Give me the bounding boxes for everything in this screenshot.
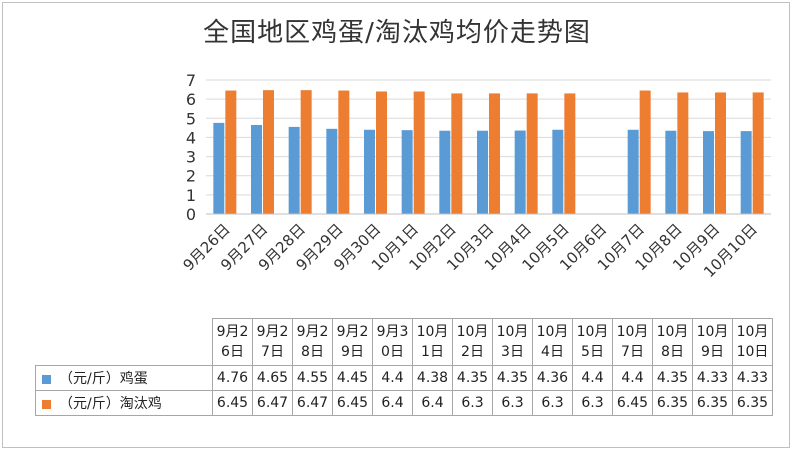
bar-egg bbox=[251, 124, 262, 214]
bar-hen bbox=[564, 93, 576, 214]
table-cell: 6.45 bbox=[212, 390, 253, 416]
table-cell: 4.33 bbox=[692, 365, 733, 391]
bar-hen bbox=[263, 90, 274, 214]
legend-entry-egg: （元/斤）鸡蛋 bbox=[35, 365, 213, 391]
bar-hen bbox=[715, 92, 726, 214]
bar-egg bbox=[703, 131, 714, 214]
bar-egg bbox=[514, 130, 526, 214]
table-header-row: 9月26日 9月27日 9月28日 9月29日 9月30日 10月1日 10月2日 10月3日… bbox=[35, 318, 773, 366]
table-cell: 6.4 bbox=[412, 390, 453, 416]
bar-egg bbox=[401, 130, 413, 214]
bar-hen bbox=[300, 90, 312, 214]
data-table: 9月26日 9月27日 9月28日 9月29日 9月30日 10月1日 10月2日 10月3日… bbox=[35, 318, 773, 416]
table-cell: 6.45 bbox=[612, 390, 653, 416]
table-header-cell: 9月27日 bbox=[252, 318, 293, 366]
bar-egg bbox=[552, 129, 564, 214]
y-tick-label: 6 bbox=[186, 90, 196, 109]
table-cell: 4.35 bbox=[652, 365, 693, 391]
table-header-cell: 10月9日 bbox=[692, 318, 733, 366]
table-header-cell: 9月28日 bbox=[292, 318, 333, 366]
y-tick-label: 1 bbox=[186, 186, 196, 205]
table-cell: 4.65 bbox=[252, 365, 293, 391]
table-cell: 4.33 bbox=[732, 365, 773, 391]
legend-entry-hen: （元/斤）淘汰鸡 bbox=[35, 390, 213, 416]
bar-egg bbox=[439, 130, 451, 214]
y-tick-label: 7 bbox=[186, 71, 196, 90]
table-row-egg: （元/斤）鸡蛋 4.76 4.65 4.55 4.45 4.4 4.38 4.35 4.35 4… bbox=[35, 365, 773, 391]
table-cell: 4.4 bbox=[612, 365, 653, 391]
bar-hen bbox=[451, 93, 463, 214]
y-tick-label: 4 bbox=[186, 128, 196, 147]
bar-hen bbox=[526, 93, 538, 214]
table-cell: 4.36 bbox=[532, 365, 573, 391]
table-corner-cell bbox=[35, 318, 213, 366]
table-cell: 6.47 bbox=[292, 390, 333, 416]
table-header-cell: 10月10日 bbox=[732, 318, 773, 366]
bar-egg bbox=[213, 122, 225, 214]
y-tick-label: 5 bbox=[186, 109, 196, 128]
chart-title: 全国地区鸡蛋/淘汰鸡均价走势图 bbox=[203, 18, 591, 48]
bar-hen bbox=[752, 92, 764, 214]
legend-swatch-hen bbox=[42, 399, 51, 409]
table-cell: 6.35 bbox=[652, 390, 693, 416]
bar-hen bbox=[413, 91, 425, 214]
table-cell: 4.76 bbox=[212, 365, 253, 391]
table-cell: 6.3 bbox=[452, 390, 493, 416]
bar-egg bbox=[288, 126, 300, 214]
table-cell: 6.45 bbox=[332, 390, 373, 416]
table-cell: 6.35 bbox=[732, 390, 773, 416]
bar-egg bbox=[740, 131, 752, 214]
table-cell: 6.35 bbox=[692, 390, 733, 416]
table-cell: 4.35 bbox=[452, 365, 493, 391]
table-cell: 4.4 bbox=[572, 365, 613, 391]
table-header-cell: 9月26日 bbox=[212, 318, 253, 366]
table-cell: 6.47 bbox=[252, 390, 293, 416]
bar-egg bbox=[364, 129, 375, 214]
bar-hen bbox=[639, 90, 651, 214]
table-row-hen: （元/斤）淘汰鸡 6.45 6.47 6.47 6.45 6.4 6.4 6.3 6.3 6.3… bbox=[35, 390, 773, 416]
table-cell: 4.55 bbox=[292, 365, 333, 391]
table-header-cell: 10月3日 bbox=[492, 318, 533, 366]
legend-label-egg: （元/斤）鸡蛋 bbox=[59, 371, 148, 387]
table-header-cell: 10月8日 bbox=[652, 318, 693, 366]
bar-hen bbox=[677, 92, 689, 214]
y-tick-label: 3 bbox=[186, 148, 196, 167]
table-header-cell: 10月1日 bbox=[412, 318, 453, 366]
table-cell: 6.3 bbox=[492, 390, 533, 416]
table-header-cell: 10月7日 bbox=[612, 318, 653, 366]
bar-egg bbox=[665, 130, 677, 214]
bar-egg bbox=[326, 128, 338, 214]
y-tick-label: 0 bbox=[186, 205, 196, 224]
table-cell: 4.38 bbox=[412, 365, 453, 391]
table-header-cell: 10月5日 bbox=[572, 318, 613, 366]
bar-hen bbox=[489, 93, 500, 214]
table-header-cell: 10月2日 bbox=[452, 318, 493, 366]
bar-hen bbox=[338, 90, 350, 214]
y-tick-label: 2 bbox=[186, 167, 196, 186]
table-cell: 6.3 bbox=[532, 390, 573, 416]
bar-egg bbox=[627, 129, 639, 214]
table-cell: 4.35 bbox=[492, 365, 533, 391]
table-cell: 6.4 bbox=[372, 390, 413, 416]
table-cell: 6.3 bbox=[572, 390, 613, 416]
bar-hen bbox=[225, 90, 237, 214]
table-header-cell: 9月29日 bbox=[332, 318, 373, 366]
bar-hen bbox=[376, 91, 387, 214]
table-cell: 4.4 bbox=[372, 365, 413, 391]
table-cell: 4.45 bbox=[332, 365, 373, 391]
table-header-cell: 9月30日 bbox=[372, 318, 413, 366]
table-header-cell: 10月4日 bbox=[532, 318, 573, 366]
bar-egg bbox=[477, 130, 488, 214]
legend-label-hen: （元/斤）淘汰鸡 bbox=[59, 396, 162, 412]
legend-swatch-egg bbox=[42, 374, 51, 384]
